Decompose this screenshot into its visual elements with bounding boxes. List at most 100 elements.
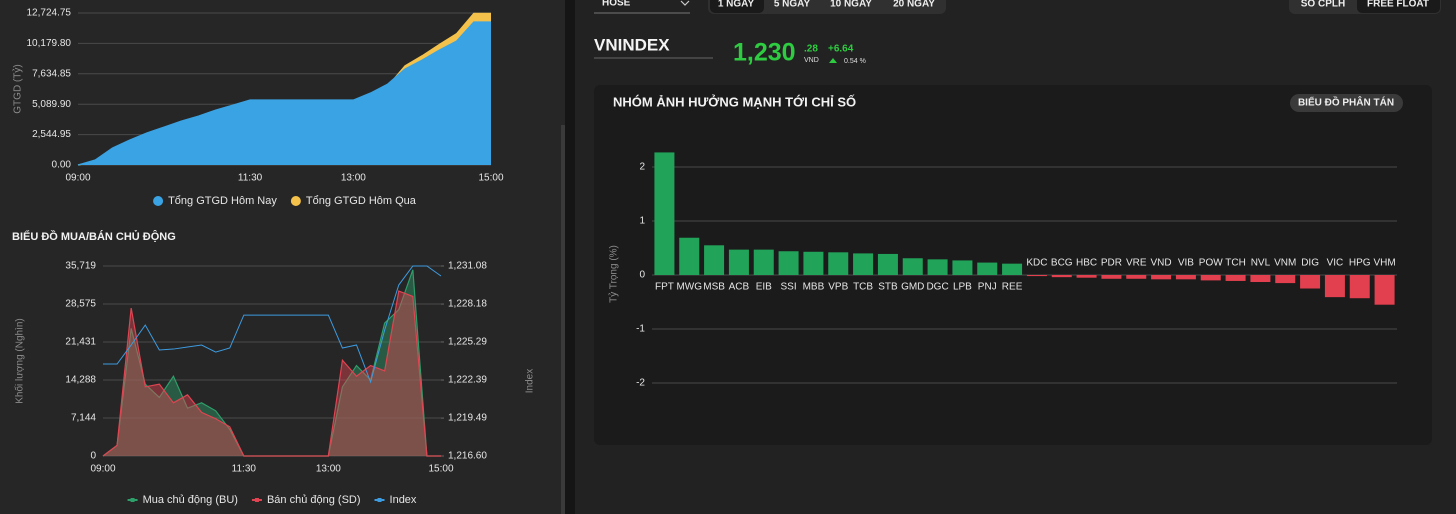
scatter-button[interactable]: BIỂU ĐỒ PHÂN TÁN bbox=[1298, 96, 1394, 109]
x-tick-label: HBC bbox=[1076, 258, 1097, 269]
mode-button[interactable]: FREE FLOAT bbox=[1367, 0, 1429, 10]
x-tick-label: FPT bbox=[655, 282, 674, 293]
x-tick-label: PDR bbox=[1101, 258, 1122, 269]
x-tick-label: STB bbox=[878, 282, 898, 293]
x-tick-label: 13:00 bbox=[341, 173, 366, 184]
y-tick-label: 12,724.75 bbox=[27, 8, 72, 19]
period-button[interactable]: 20 NGAY bbox=[893, 0, 935, 10]
bar bbox=[1349, 275, 1370, 299]
index-change: +6.64 bbox=[828, 44, 854, 55]
x-tick-label: DGC bbox=[926, 282, 948, 293]
x-tick-label: 13:00 bbox=[316, 464, 341, 475]
y-tick-label: -1 bbox=[636, 324, 645, 335]
divider bbox=[565, 0, 575, 514]
y2-axis-title: Index bbox=[525, 369, 536, 393]
y-tick-label: 0 bbox=[90, 451, 96, 462]
bar bbox=[952, 260, 973, 275]
y-axis-title: Khối lượng (Nghìn) bbox=[14, 318, 26, 404]
area-fill bbox=[103, 291, 441, 456]
x-tick-label: KDC bbox=[1026, 258, 1047, 269]
legend-marker bbox=[254, 498, 259, 502]
y-tick-label: 0.00 bbox=[52, 160, 72, 171]
bar bbox=[753, 249, 774, 275]
legend-label: Mua chủ động (BU) bbox=[143, 494, 238, 506]
index-name: VNINDEX bbox=[594, 35, 670, 54]
bar bbox=[1002, 263, 1023, 275]
y-tick-label: 1 bbox=[639, 216, 645, 227]
period-active bbox=[710, 0, 764, 13]
x-tick-label: EIB bbox=[756, 282, 772, 293]
bar bbox=[1275, 275, 1296, 284]
y-axis-title: Tỷ Trọng (%) bbox=[608, 245, 620, 303]
x-tick-label: MSB bbox=[703, 282, 725, 293]
y2-tick-label: 1,225.29 bbox=[448, 337, 487, 348]
area-fill bbox=[78, 22, 491, 166]
x-tick-label: VPB bbox=[828, 282, 848, 293]
x-tick-label: POW bbox=[1199, 258, 1223, 269]
y2-tick-label: 1,231.08 bbox=[448, 261, 487, 272]
bar bbox=[828, 252, 849, 275]
bar bbox=[1051, 275, 1072, 278]
index-price-decimal: .28 bbox=[804, 44, 818, 55]
y-tick-label: 5,089.90 bbox=[32, 99, 71, 110]
legend: Tổng GTGD Hôm Nay Tổng GTGD Hôm Qua bbox=[153, 195, 417, 207]
exchange-select[interactable]: HOSE bbox=[602, 0, 631, 9]
legend-marker bbox=[130, 498, 135, 502]
x-tick-label: 11:30 bbox=[232, 464, 257, 475]
period-button[interactable]: 1 NGAY bbox=[718, 0, 755, 10]
line bbox=[103, 265, 442, 384]
chart-title: NHÓM ẢNH HƯỞNG MẠNH TỚI CHỈ SỐ bbox=[613, 94, 856, 109]
x-tick-label: MBB bbox=[803, 282, 825, 293]
bar bbox=[927, 259, 948, 275]
bar bbox=[1374, 275, 1395, 305]
up-arrow bbox=[829, 58, 837, 63]
x-tick-label: HPG bbox=[1349, 258, 1371, 269]
x-tick-label: VIC bbox=[1327, 258, 1344, 269]
legend-label: Index bbox=[390, 494, 417, 506]
x-tick-label: TCH bbox=[1225, 258, 1246, 269]
y2-tick-label: 1,219.49 bbox=[448, 413, 487, 424]
y-tick-label: 28,575 bbox=[65, 299, 96, 310]
y-tick-label: 35,719 bbox=[65, 261, 96, 272]
x-tick-label: ACB bbox=[729, 282, 750, 293]
y-tick-label: 0 bbox=[639, 270, 645, 281]
bar bbox=[1200, 275, 1221, 281]
y-tick-label: -2 bbox=[636, 378, 645, 389]
bar bbox=[728, 249, 749, 275]
bar bbox=[1324, 275, 1345, 298]
area-fill bbox=[103, 269, 441, 456]
area-edge bbox=[77, 21, 491, 166]
x-tick-label: LPB bbox=[953, 282, 972, 293]
scatter-button-bg[interactable] bbox=[1290, 94, 1403, 112]
bar bbox=[654, 152, 675, 275]
x-tick-label: VND bbox=[1151, 258, 1172, 269]
x-tick-label: 11:30 bbox=[238, 173, 263, 184]
x-tick-label: PNJ bbox=[978, 282, 997, 293]
x-tick-label: SSI bbox=[781, 282, 797, 293]
bar bbox=[1250, 275, 1271, 283]
period-button[interactable]: 5 NGAY bbox=[774, 0, 811, 10]
legend-label: Tổng GTGD Hôm Nay bbox=[168, 195, 277, 207]
bar bbox=[853, 253, 874, 275]
currency: VND bbox=[804, 57, 819, 64]
legend-marker bbox=[377, 498, 382, 502]
scrollbar[interactable] bbox=[561, 125, 566, 514]
index-change-pct: 0.54 % bbox=[844, 58, 866, 65]
period-group bbox=[708, 0, 946, 14]
bar bbox=[1151, 275, 1172, 280]
period-button[interactable]: 10 NGAY bbox=[830, 0, 872, 10]
x-tick-label: 09:00 bbox=[65, 173, 90, 184]
y2-tick-label: 1,222.39 bbox=[448, 375, 487, 386]
bar bbox=[977, 262, 998, 275]
mode-button[interactable]: SO CPLH bbox=[1301, 0, 1345, 10]
bar bbox=[1225, 275, 1246, 281]
bar bbox=[1076, 275, 1097, 278]
bar bbox=[778, 251, 799, 275]
bar bbox=[1026, 275, 1047, 277]
bar bbox=[902, 258, 923, 275]
y2-tick-label: 1,216.60 bbox=[448, 451, 487, 462]
bar bbox=[877, 253, 898, 275]
x-tick-label: TCB bbox=[853, 282, 873, 293]
